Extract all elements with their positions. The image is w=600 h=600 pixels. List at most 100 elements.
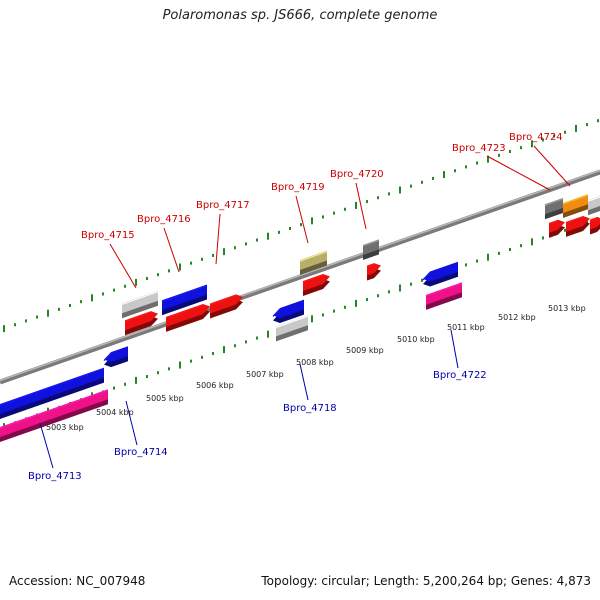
gene-feature [0, 389, 109, 442]
gene-feature-shine [587, 196, 600, 202]
kbp-label: 5013 kbp [548, 304, 586, 313]
kbp-label: 5012 kbp [498, 313, 536, 322]
gene-label: Bpro_4718 [283, 403, 337, 414]
gene-feature [121, 290, 159, 319]
gene-feature-shine [544, 198, 564, 206]
kbp-label: 5010 kbp [397, 335, 435, 344]
gene-label-leader [163, 227, 180, 273]
gene-feature-shine [548, 220, 559, 225]
gene-feature [544, 197, 564, 220]
gene-feature [0, 367, 105, 419]
gene-feature [124, 311, 158, 336]
gene-label-leader [486, 155, 551, 191]
gene-label-leader [39, 422, 54, 469]
gene-label-leader [533, 145, 571, 187]
gene-label: Bpro_4713 [28, 471, 82, 482]
backbone-line [0, 169, 600, 385]
gene-label-leader [299, 363, 309, 401]
gene-label: Bpro_4724 [509, 132, 563, 143]
gene-label: Bpro_4720 [330, 169, 384, 180]
kbp-label: 5011 kbp [447, 323, 485, 332]
gene-feature-shine [362, 239, 380, 247]
gene-feature [272, 299, 304, 323]
gene-feature-face [125, 311, 158, 331]
gene-feature-face [166, 303, 210, 327]
gene-feature [565, 215, 590, 237]
gene-feature-face [0, 367, 104, 414]
kbp-label: 5009 kbp [346, 346, 384, 355]
gene-feature [587, 196, 600, 216]
gene-feature [422, 261, 458, 287]
gene-feature-shine [0, 368, 105, 406]
gene-feature-face [423, 261, 458, 282]
gene-feature-face [0, 389, 108, 437]
kbp-label: 5006 kbp [196, 381, 234, 390]
kbp-label: 5007 kbp [246, 370, 284, 379]
gene-feature-shine [161, 284, 208, 302]
gene-feature-shine [275, 315, 309, 328]
gene-label-leader [215, 213, 221, 265]
gene-feature-face [273, 299, 304, 318]
gene-feature-face [276, 315, 308, 337]
gene-label: Bpro_4716 [137, 214, 191, 225]
kbp-label: 5008 kbp [296, 358, 334, 367]
gene-feature-shine [124, 311, 152, 322]
gene-feature-face [563, 194, 588, 213]
gene-label: Bpro_4715 [81, 230, 135, 241]
gene-label: Bpro_4717 [196, 200, 250, 211]
gene-feature [562, 194, 589, 218]
gene-label-leader [450, 329, 459, 369]
gene-feature-face [300, 250, 327, 270]
gene-label: Bpro_4714 [114, 447, 168, 458]
accession-text: Accession: NC_007948 [9, 574, 146, 588]
gene-feature [548, 219, 565, 238]
kbp-label: 5005 kbp [146, 394, 184, 403]
gene-feature-face [104, 346, 128, 363]
gene-feature [103, 346, 128, 368]
gene-feature-shine [562, 194, 589, 205]
gene-feature-shine [165, 304, 204, 319]
gene-feature-shine [121, 291, 159, 305]
gene-label-leader [109, 243, 137, 289]
kbp-label: 5003 kbp [46, 423, 84, 432]
gene-feature-shine [209, 294, 237, 306]
backbone-highlight [0, 169, 600, 382]
gene-feature [209, 294, 243, 319]
outer-tick-track [3, 119, 599, 333]
gene-feature-shine [425, 282, 463, 297]
gene-feature-shine [422, 272, 431, 281]
gene-feature-face [210, 294, 243, 314]
gene-feature-face [426, 282, 462, 305]
gene-feature-face [162, 284, 207, 311]
genome-info-text: Topology: circular; Length: 5,200,264 bp… [261, 574, 591, 588]
kbp-label: 5004 kbp [96, 408, 134, 417]
gene-feature-face [122, 290, 158, 314]
gene-feature-face [303, 273, 330, 291]
gene-label: Bpro_4722 [433, 370, 487, 381]
gene-feature-shine [565, 216, 584, 224]
gene-feature [299, 250, 328, 275]
gene-feature [161, 284, 208, 316]
gene-feature-shine [0, 389, 109, 429]
gene-feature [165, 303, 210, 332]
gene-label-leader [295, 195, 309, 244]
gene-feature-face [566, 215, 590, 232]
gene-feature-face [545, 197, 563, 215]
kbp-labels: 5003 kbp 5004 kbp 5005 kbp 5006 kbp 5007 kbp… [46, 304, 586, 432]
gene-feature-shine [299, 250, 328, 262]
gene-feature-shine [302, 274, 324, 283]
gene-features [0, 194, 600, 442]
gene-feature-shine [589, 217, 598, 222]
gene-label: Bpro_4723 [452, 143, 506, 154]
gene-feature-face [367, 263, 381, 276]
gene-feature [425, 282, 463, 310]
gene-label: Bpro_4719 [271, 182, 325, 193]
page-title: Polaromonas sp. JS666, complete genome [162, 8, 438, 23]
genome-backbone [0, 169, 600, 385]
gene-feature-shine [272, 308, 281, 317]
gene-feature [362, 239, 380, 260]
gene-feature-shine [103, 352, 112, 362]
gene-label-leader [355, 182, 367, 230]
